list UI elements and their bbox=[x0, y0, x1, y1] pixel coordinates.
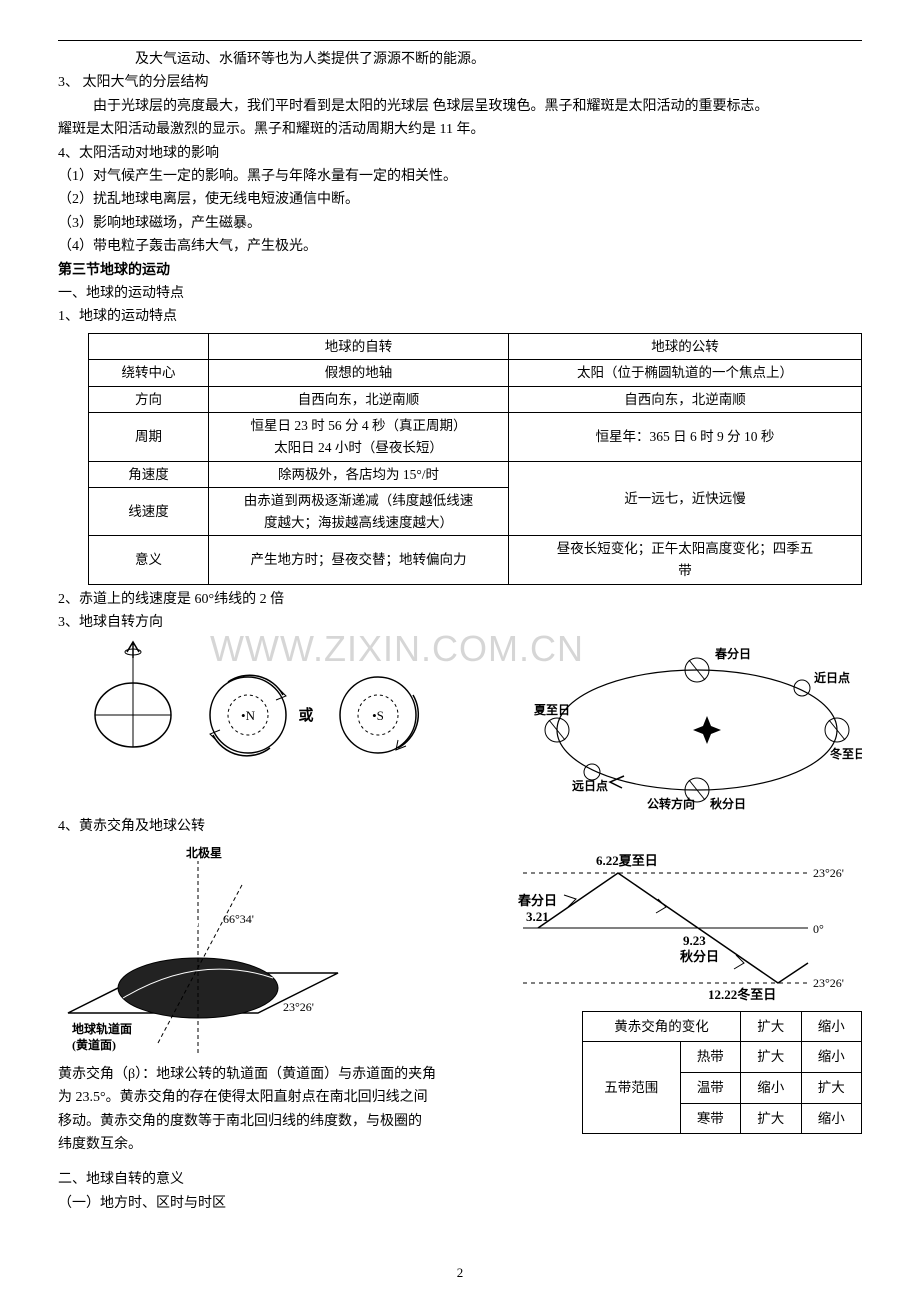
svg-text:地: 地 bbox=[188, 918, 199, 931]
table-cell: 绕转中心 bbox=[89, 360, 209, 387]
solar-path-diagram: 6.22夏至日 春分日 3.21 9.23 秋分日 12.22冬至日 23°26… bbox=[508, 843, 858, 1003]
table-cell: 角速度 bbox=[89, 461, 209, 488]
text-line: 4、黄赤交角及地球公转 bbox=[58, 816, 862, 838]
svg-text:0°: 0° bbox=[813, 922, 824, 936]
table-cell: 近一远七，近快远慢 bbox=[509, 461, 862, 536]
svg-text:9.23: 9.23 bbox=[683, 933, 706, 948]
text-line: 为 23.5°。黄赤交角的存在使得太阳直射点在南北回归线之间 bbox=[58, 1087, 498, 1109]
table-cell: 五带范围 bbox=[583, 1042, 681, 1134]
svg-text:12.22冬至日: 12.22冬至日 bbox=[708, 987, 776, 1002]
svg-text:66°34': 66°34' bbox=[223, 912, 254, 926]
table-cell: 扩大 bbox=[741, 1103, 801, 1134]
svg-text:•N: •N bbox=[241, 708, 256, 723]
text-line: （2）扰乱地球电离层，使无线电短波通信中断。 bbox=[58, 189, 862, 211]
table-cell: 热带 bbox=[680, 1042, 740, 1073]
text-line: 耀斑是太阳活动最激烈的显示。黑子和耀斑的活动周期大约是 11 年。 bbox=[58, 119, 862, 141]
text-line: 2、赤道上的线速度是 60°纬线的 2 倍 bbox=[58, 589, 862, 611]
table-cell: 线速度 bbox=[89, 488, 209, 536]
text-line: 由于光球层的亮度最大，我们平时看到是太阳的光球层 色球层呈玫瑰色。黑子和耀斑是太… bbox=[58, 96, 862, 118]
table-cell: 太阳（位于椭圆轨道的一个焦点上） bbox=[509, 360, 862, 387]
table-header: 地球的自转 bbox=[209, 333, 509, 360]
text-line: 1、地球的运动特点 bbox=[58, 306, 862, 328]
obliquity-diagram: 北极星 66°34' 23°26' 地球轨道面 (黄道面) 地 轴 bbox=[58, 843, 358, 1063]
text-line: （4）带电粒子轰击高纬大气，产生极光。 bbox=[58, 236, 862, 258]
table-cell: 昼夜长短变化；正午太阳高度变化；四季五带 bbox=[509, 536, 862, 584]
table-cell: 黄赤交角的变化 bbox=[583, 1011, 741, 1042]
text-line: （一）地方时、区时与时区 bbox=[58, 1193, 862, 1215]
svg-text:冬至日: 冬至日 bbox=[830, 746, 862, 761]
table-cell: 产生地方时；昼夜交替；地转偏向力 bbox=[209, 536, 509, 584]
table-cell: 除两极外，各店均为 15°/时 bbox=[209, 461, 509, 488]
svg-text:•S: •S bbox=[372, 708, 384, 723]
rotation-diagram: •N 或 •S bbox=[88, 640, 448, 770]
table-cell: 意义 bbox=[89, 536, 209, 584]
svg-text:秋分日: 秋分日 bbox=[710, 796, 746, 810]
obliquity-change-table: 黄赤交角的变化 扩大 缩小 五带范围 热带 扩大 缩小 温带 缩小 扩大 寒带 bbox=[582, 1011, 862, 1134]
svg-text:夏至日: 夏至日 bbox=[534, 703, 570, 717]
svg-text:秋分日: 秋分日 bbox=[680, 949, 719, 964]
table-cell: 方向 bbox=[89, 386, 209, 413]
page-number: 2 bbox=[0, 1263, 920, 1284]
earth-motion-table: 地球的自转 地球的公转 绕转中心 假想的地轴 太阳（位于椭圆轨道的一个焦点上） … bbox=[88, 333, 862, 585]
svg-text:(黄道面): (黄道面) bbox=[72, 1037, 116, 1052]
svg-text:23°26': 23°26' bbox=[813, 976, 844, 990]
svg-text:春分日: 春分日 bbox=[517, 893, 557, 908]
text-line: 移动。黄赤交角的度数等于南北回归线的纬度数，与极圈的 bbox=[58, 1111, 498, 1133]
text-line: 二、地球自转的意义 bbox=[58, 1169, 862, 1191]
text-line: （3）影响地球磁场，产生磁暴。 bbox=[58, 213, 862, 235]
table-cell: 缩小 bbox=[801, 1103, 861, 1134]
table-cell: 周期 bbox=[89, 413, 209, 461]
svg-text:23°26': 23°26' bbox=[283, 1000, 314, 1014]
svg-text:公转方向: 公转方向 bbox=[647, 796, 695, 810]
table-cell: 恒星年：365 日 6 时 9 分 10 秒 bbox=[509, 413, 862, 461]
table-cell: 扩大 bbox=[741, 1042, 801, 1073]
orbit-diagram: 春分日 近日点 冬至日 秋分日 远日点 夏至日 公转方向 bbox=[532, 640, 862, 810]
svg-text:6.22夏至日: 6.22夏至日 bbox=[596, 853, 658, 868]
table-cell: 恒星日 23 时 56 分 4 秒（真正周期）太阳日 24 小时（昼夜长短） bbox=[209, 413, 509, 461]
table-cell: 假想的地轴 bbox=[209, 360, 509, 387]
table-cell: 自西向东，北逆南顺 bbox=[509, 386, 862, 413]
svg-text:远日点: 远日点 bbox=[572, 778, 608, 793]
svg-text:3.21: 3.21 bbox=[526, 909, 549, 924]
text-line: 3、地球自转方向 bbox=[58, 612, 862, 634]
table-header bbox=[89, 333, 209, 360]
svg-text:23°26': 23°26' bbox=[813, 866, 844, 880]
text-line: 一、地球的运动特点 bbox=[58, 283, 862, 305]
text-line: （1）对气候产生一定的影响。黑子与年降水量有一定的相关性。 bbox=[58, 166, 862, 188]
table-cell: 缩小 bbox=[741, 1072, 801, 1103]
text-line: 纬度数互余。 bbox=[58, 1134, 498, 1156]
table-cell: 扩大 bbox=[741, 1011, 801, 1042]
table-header: 地球的公转 bbox=[509, 333, 862, 360]
text-line: 3、 太阳大气的分层结构 bbox=[58, 72, 862, 94]
table-cell: 寒带 bbox=[680, 1103, 740, 1134]
svg-text:地球轨道面: 地球轨道面 bbox=[72, 1021, 132, 1036]
table-cell: 由赤道到两极逐渐递减（纬度越低线速度越大；海拔越高线速度越大） bbox=[209, 488, 509, 536]
table-cell: 自西向东，北逆南顺 bbox=[209, 386, 509, 413]
text-line: 4、太阳活动对地球的影响 bbox=[58, 143, 862, 165]
table-cell: 扩大 bbox=[801, 1072, 861, 1103]
svg-text:北极星: 北极星 bbox=[186, 845, 222, 860]
text-line: 黄赤交角（β）：地球公转的轨道面（黄道面）与赤道面的夹角 bbox=[58, 1064, 498, 1086]
text-line: 及大气运动、水循环等也为人类提供了源源不断的能源。 bbox=[135, 49, 862, 71]
section-heading: 第三节地球的运动 bbox=[58, 260, 862, 282]
svg-text:或: 或 bbox=[298, 706, 313, 724]
svg-text:近日点: 近日点 bbox=[814, 670, 850, 685]
svg-text:春分日: 春分日 bbox=[714, 646, 751, 661]
table-cell: 缩小 bbox=[801, 1011, 861, 1042]
svg-text:轴: 轴 bbox=[176, 937, 187, 951]
table-cell: 温带 bbox=[680, 1072, 740, 1103]
table-cell: 缩小 bbox=[801, 1042, 861, 1073]
